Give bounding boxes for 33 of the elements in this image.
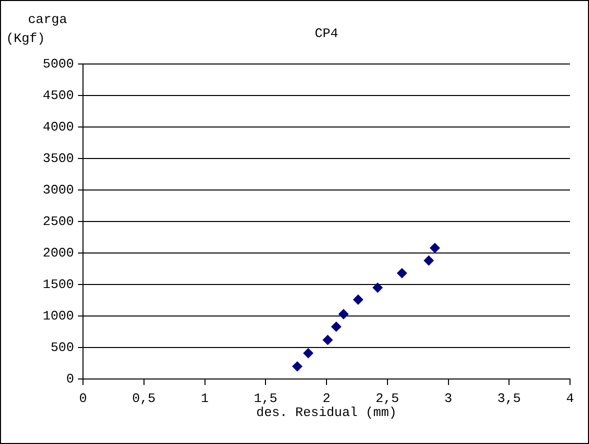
y-tick-label: 4500 xyxy=(42,88,74,103)
x-tick-label: 0 xyxy=(79,391,87,406)
point xyxy=(430,242,440,253)
x-axis-title: des. Residual (mm) xyxy=(256,405,397,420)
point xyxy=(396,268,407,278)
y-tick-label: 3500 xyxy=(42,150,74,166)
x-tick-label: 2 xyxy=(322,391,330,406)
y-tick-label: 5000 xyxy=(42,56,74,72)
y-tick-label: 2000 xyxy=(42,245,74,260)
point xyxy=(353,294,364,305)
x-tick-label: 4 xyxy=(566,391,574,406)
point xyxy=(338,309,349,320)
y-tick-label: 1500 xyxy=(42,276,74,292)
x-tick-label: 1,5 xyxy=(254,391,278,406)
chart-title: CP4 xyxy=(314,26,338,41)
x-tick-label: 2,5 xyxy=(376,391,400,406)
point xyxy=(292,361,302,372)
point xyxy=(424,256,434,266)
y-tick-label: 1000 xyxy=(42,308,74,324)
point xyxy=(331,322,342,332)
point xyxy=(303,348,314,358)
point xyxy=(372,282,383,293)
x-tick-label: 1 xyxy=(200,391,209,406)
y-tick-label: 0 xyxy=(66,371,74,386)
y-tick-label: 4000 xyxy=(42,119,74,134)
x-tick-label: 3,5 xyxy=(497,391,521,406)
y-tick-label: 500 xyxy=(50,340,74,355)
x-tick-label: 0,5 xyxy=(132,391,156,406)
y-tick-label: 2500 xyxy=(42,214,74,229)
y-axis-title: carga (Kgf) xyxy=(6,12,68,46)
x-tick-label: 3 xyxy=(444,391,452,406)
y-tick-label: 3000 xyxy=(42,182,74,198)
point xyxy=(322,334,333,345)
